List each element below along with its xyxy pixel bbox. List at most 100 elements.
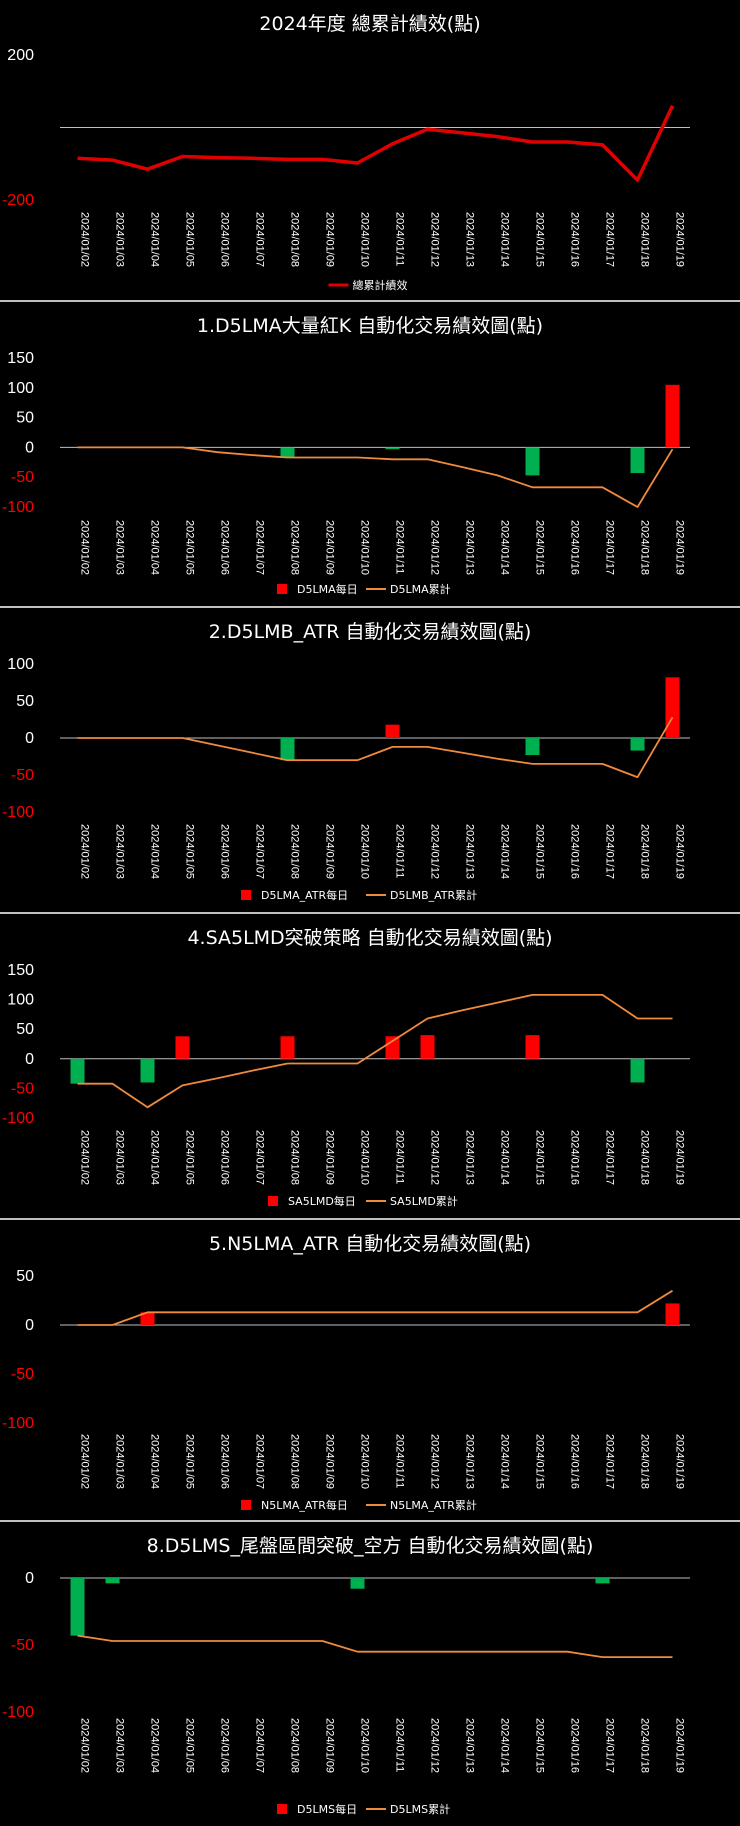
x-tick-label: 2024/01/10 (359, 1718, 371, 1773)
legend-swatch-bar (268, 1196, 278, 1206)
legend-item: D5LMA每日 (277, 582, 358, 596)
y-tick-label: 150 (7, 962, 34, 979)
x-tick-label: 2024/01/16 (569, 824, 581, 879)
x-tick-label: 2024/01/17 (604, 212, 616, 267)
chart-svg-sa5lmd: 4.SA5LMD突破策略 自動化交易績效圖(點) 150 100 50 0 -50 -100… (2, 927, 690, 1208)
x-tick-label: 2024/01/08 (289, 1130, 301, 1185)
daily-bar (70, 1058, 85, 1084)
daily-bar (630, 738, 645, 751)
x-tick-label: 2024/01/02 (79, 1130, 91, 1185)
y-tick-label: 0 (25, 1570, 34, 1587)
legend-swatch-bar (241, 1500, 251, 1510)
x-tick-label: 2024/01/02 (79, 824, 91, 879)
y-tick-label: 100 (7, 656, 34, 673)
x-tick-label: 2024/01/11 (394, 1434, 406, 1488)
y-tick-label: 50 (16, 1021, 34, 1038)
chart-svg-total: 2024年度 總累計績效(點) 200 -200 2024/01/02 2024/01/… (2, 13, 690, 292)
x-tick-label: 2024/01/16 (569, 212, 581, 267)
chart-svg-n5lma-atr: 5.N5LMA_ATR 自動化交易績效圖(點) 50 0 -50 -100 2024/01… (2, 1233, 690, 1512)
x-tick-label: 2024/01/02 (79, 520, 91, 575)
x-tick-label: 2024/01/09 (324, 520, 336, 575)
x-tick-label: 2024/01/10 (359, 824, 371, 879)
x-tick-label: 2024/01/17 (604, 1130, 616, 1185)
y-tick-label: 50 (16, 410, 34, 427)
legend-swatch-bar (277, 1804, 287, 1814)
x-tick-label: 2024/01/04 (149, 212, 161, 267)
daily-bar (630, 447, 645, 474)
x-tick-label: 2024/01/07 (254, 1718, 266, 1773)
y-tick-label: 50 (16, 1268, 34, 1285)
daily-bar (595, 1578, 610, 1584)
legend-label: SA5LMD累計 (390, 1194, 458, 1208)
legend-item: D5LMB_ATR累計 (366, 888, 477, 902)
x-tick-label: 2024/01/03 (114, 1434, 126, 1489)
x-tick-label: 2024/01/07 (254, 1434, 266, 1489)
x-tick-label: 2024/01/15 (534, 1130, 546, 1185)
x-tick-label: 2024/01/08 (289, 520, 301, 575)
daily-bar (630, 1058, 645, 1083)
x-tick-label: 2024/01/15 (534, 1718, 546, 1773)
x-tick-label: 2024/01/06 (219, 1434, 231, 1489)
x-tick-label: 2024/01/14 (499, 1434, 511, 1489)
x-tick-label: 2024/01/04 (149, 520, 161, 575)
x-tick-label: 2024/01/12 (429, 1130, 441, 1185)
chart-panel-sa5lmd: 4.SA5LMD突破策略 自動化交易績效圖(點) 150 100 50 0 -50 -100… (0, 914, 740, 1220)
legend-item: D5LMA_ATR每日 (241, 888, 348, 902)
y-tick-label: 0 (25, 1051, 34, 1068)
x-tick-label: 2024/01/08 (289, 824, 301, 879)
chart-svg-d5lms: 8.D5LMS_尾盤區間突破_空方 自動化交易績效圖(點) 0 -50 -100 202… (2, 1535, 690, 1816)
cumulative-line-series (77, 446, 674, 508)
x-tick-label: 2024/01/18 (639, 1130, 651, 1185)
legend-label: D5LMB_ATR累計 (390, 888, 477, 902)
x-tick-label: 2024/01/11 (394, 520, 406, 574)
chart-panel-d5lms: 8.D5LMS_尾盤區間突破_空方 自動化交易績效圖(點) 0 -50 -100 202… (0, 1522, 740, 1826)
x-tick-label: 2024/01/07 (254, 824, 266, 879)
x-tick-label: 2024/01/14 (499, 1130, 511, 1185)
x-tick-label: 2024/01/09 (324, 1434, 336, 1489)
x-tick-label: 2024/01/13 (464, 1434, 476, 1489)
daily-bar (420, 1035, 435, 1059)
x-tick-label: 2024/01/18 (639, 212, 651, 267)
legend-item: 總累計績效 (328, 278, 408, 292)
y-tick-label: -200 (2, 192, 34, 209)
legend-item: D5LMS累計 (366, 1802, 450, 1816)
chart-title: 2024年度 總累計績效(點) (259, 13, 480, 35)
chart-panel-d5lmb-atr: 2.D5LMB_ATR 自動化交易績效圖(點) 100 50 0 -50 -100 2024… (0, 608, 740, 914)
legend-label: D5LMA_ATR每日 (261, 888, 348, 902)
legend-item: N5LMA_ATR每日 (241, 1498, 348, 1512)
x-tick-label: 2024/01/12 (429, 520, 441, 575)
x-tick-label: 2024/01/06 (219, 824, 231, 879)
x-tick-label: 2024/01/17 (604, 824, 616, 879)
x-tick-label: 2024/01/14 (499, 1718, 511, 1773)
daily-bar (175, 1036, 190, 1059)
daily-bar (525, 738, 540, 756)
x-tick-label: 2024/01/07 (254, 212, 266, 267)
y-tick-label: -100 (2, 1110, 34, 1127)
daily-bar (280, 447, 295, 458)
x-tick-label: 2024/01/05 (184, 1130, 196, 1185)
x-tick-label: 2024/01/19 (674, 1434, 686, 1489)
cumulative-line-series (77, 994, 673, 1109)
y-tick-label: -50 (11, 767, 34, 784)
x-tick-label: 2024/01/12 (429, 212, 441, 267)
x-tick-label: 2024/01/14 (499, 824, 511, 879)
x-tick-label: 2024/01/02 (79, 1434, 91, 1489)
x-tick-label: 2024/01/09 (324, 212, 336, 267)
y-tick-label: -50 (11, 469, 34, 486)
x-tick-label: 2024/01/03 (114, 212, 126, 267)
x-tick-label: 2024/01/11 (394, 212, 406, 266)
daily-bar (385, 447, 400, 450)
x-tick-label: 2024/01/13 (464, 1718, 476, 1773)
y-tick-label: -50 (11, 1637, 34, 1654)
x-tick-label: 2024/01/04 (149, 1718, 161, 1773)
x-tick-label: 2024/01/13 (464, 1130, 476, 1185)
x-tick-label: 2024/01/16 (569, 1718, 581, 1773)
x-tick-label: 2024/01/03 (114, 824, 126, 879)
x-tick-label: 2024/01/11 (394, 1718, 406, 1772)
y-tick-label: -100 (2, 499, 34, 516)
cumulative-line-series (77, 1289, 673, 1326)
x-tick-label: 2024/01/15 (534, 824, 546, 879)
daily-bar (140, 1312, 155, 1325)
x-tick-label: 2024/01/04 (149, 1130, 161, 1185)
x-tick-label: 2024/01/18 (639, 824, 651, 879)
